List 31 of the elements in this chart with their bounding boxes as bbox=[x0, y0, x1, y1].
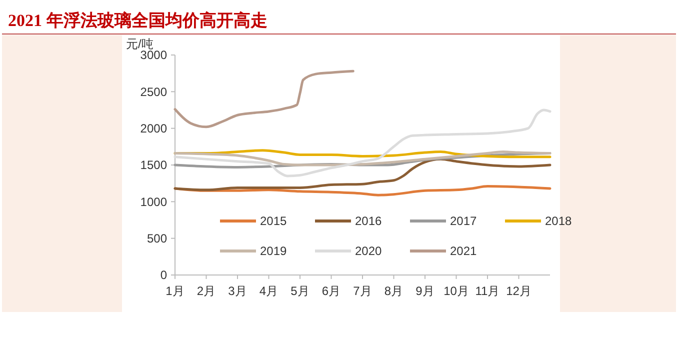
x-tick-label: 12月 bbox=[506, 284, 532, 298]
x-tick-label: 5月 bbox=[290, 284, 310, 298]
y-tick-label: 2000 bbox=[140, 122, 168, 136]
x-tick-label: 8月 bbox=[384, 284, 404, 298]
y-tick-label: 0 bbox=[160, 268, 168, 282]
x-tick-label: 9月 bbox=[416, 284, 434, 298]
x-tick-label: 7月 bbox=[353, 284, 372, 298]
y-tick-label: 1000 bbox=[140, 194, 168, 209]
x-tick-label: 1月 bbox=[166, 284, 184, 298]
legend-label: 2021 bbox=[450, 244, 478, 258]
chart-title: 2021 年浮法玻璃全国均价高开高走 bbox=[8, 11, 268, 30]
x-tick-label: 4月 bbox=[259, 284, 278, 298]
y-tick-label: 2500 bbox=[140, 84, 168, 99]
x-tick-label: 11月 bbox=[475, 284, 500, 298]
y-axis-title: 元/吨 bbox=[126, 37, 154, 51]
x-tick-label: 6月 bbox=[322, 284, 341, 298]
legend-label: 2019 bbox=[260, 244, 288, 258]
y-tick-label: 1500 bbox=[140, 158, 168, 172]
x-tick-label: 10月 bbox=[444, 284, 469, 298]
x-tick-label: 3月 bbox=[228, 284, 247, 298]
legend-label: 2020 bbox=[355, 244, 382, 258]
legend-label: 2016 bbox=[355, 214, 382, 228]
legend-label: 2017 bbox=[450, 214, 478, 228]
y-tick-label: 500 bbox=[146, 232, 168, 246]
x-tick-label: 2月 bbox=[196, 284, 216, 298]
line-series bbox=[174, 108, 552, 178]
line-series bbox=[174, 70, 354, 128]
legend-label: 2015 bbox=[260, 214, 288, 228]
y-tick-label: 3000 bbox=[140, 48, 168, 62]
legend-label: 2018 bbox=[545, 214, 572, 228]
line-series bbox=[174, 158, 552, 192]
